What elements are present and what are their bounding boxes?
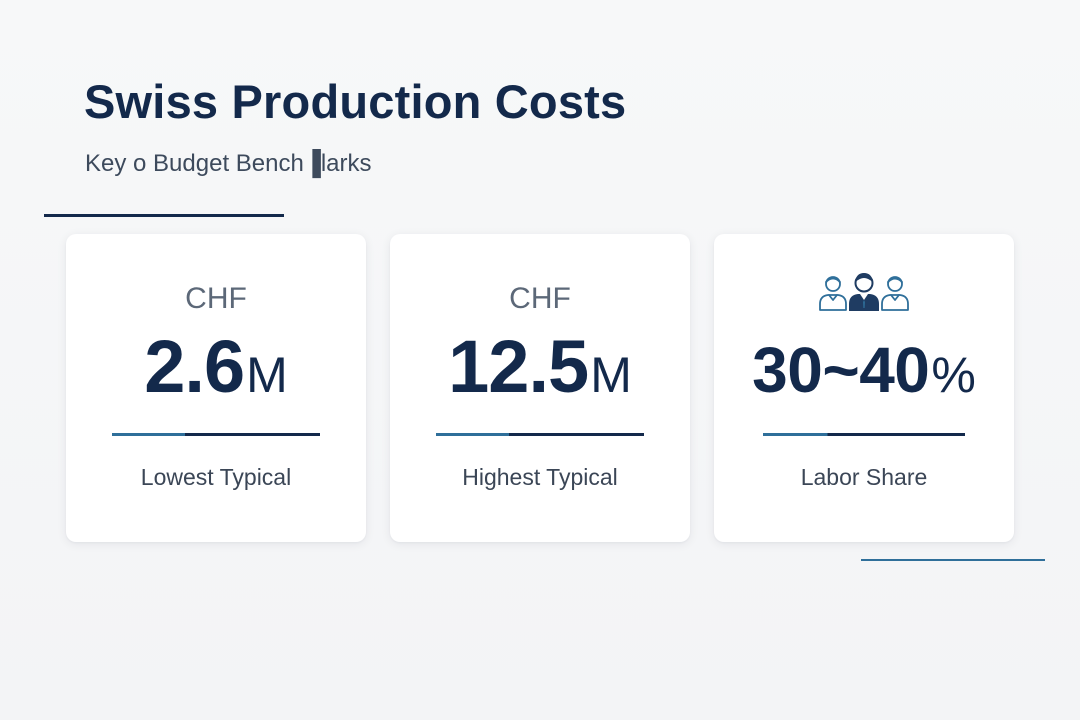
page-subtitle: Key o Budget Bench▐larks: [85, 150, 372, 177]
stat-number: 12.5: [448, 325, 589, 408]
stat-unit: M: [246, 347, 288, 403]
stat-underline: [436, 433, 644, 436]
stat-underline: [112, 433, 320, 436]
currency-label: CHF: [185, 282, 247, 315]
stat-card-labor-share: 30~40% Labor Share: [714, 234, 1014, 542]
stat-value: 2.6M: [66, 330, 366, 404]
stat-value: 30~40%: [714, 338, 1014, 402]
stat-label: Lowest Typical: [140, 464, 292, 490]
stat-underline: [763, 433, 965, 436]
stat-number: 30~40: [752, 334, 930, 406]
stat-number: 2.6: [144, 325, 245, 408]
currency-label: CHF: [509, 282, 571, 315]
stat-card-lowest: CHF 2.6M Lowest Typical: [66, 234, 366, 542]
title-divider: [44, 214, 284, 217]
stat-unit: %: [931, 347, 976, 403]
page-title: Swiss Production Costs: [84, 75, 627, 128]
stat-label: Labor Share: [800, 464, 928, 490]
stat-unit: M: [590, 347, 632, 403]
team-icon: [819, 273, 909, 311]
stat-card-highest: CHF 12.5M Highest Typical: [390, 234, 690, 542]
stat-value: 12.5M: [390, 330, 690, 404]
footer-divider: [861, 559, 1045, 561]
stat-label: Highest Typical: [462, 464, 618, 490]
